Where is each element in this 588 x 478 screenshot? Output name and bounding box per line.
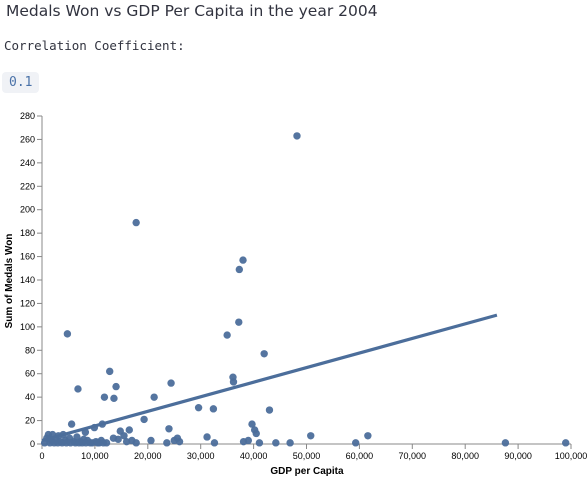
data-point — [175, 437, 184, 446]
x-axis-title: GDP per Capita — [270, 466, 344, 477]
data-point — [244, 436, 253, 445]
data-point — [163, 439, 171, 447]
y-tick-label: 260 — [20, 134, 35, 144]
data-point — [501, 439, 510, 447]
data-point — [86, 439, 94, 447]
x-tick-label: 20,000 — [134, 451, 162, 461]
data-point — [106, 367, 114, 376]
correlation-value: 0.1 — [2, 72, 40, 93]
data-point — [150, 393, 158, 401]
data-point — [93, 439, 102, 447]
x-tick-label: 0 — [39, 451, 44, 461]
data-point — [99, 439, 108, 447]
y-tick-label: 20 — [25, 416, 35, 426]
y-tick-label: 160 — [20, 252, 35, 262]
data-point — [260, 350, 268, 358]
data-point — [293, 132, 301, 140]
y-tick-label: 100 — [20, 322, 35, 332]
y-tick-label: 220 — [20, 181, 35, 191]
trend-line-group — [41, 313, 498, 443]
x-tick-label: 60,000 — [346, 451, 374, 461]
data-point — [63, 330, 72, 338]
data-point — [210, 439, 219, 447]
x-tick-label: 40,000 — [240, 451, 268, 461]
x-tick-label: 100,000 — [555, 451, 588, 461]
x-tick-label: 10,000 — [81, 451, 109, 461]
x-tick-label: 30,000 — [187, 451, 215, 461]
data-point — [265, 406, 274, 414]
data-point — [248, 420, 256, 428]
y-tick-label: 200 — [20, 205, 35, 215]
data-point — [100, 393, 109, 401]
y-axis-title: Sum of Medals Won — [4, 234, 15, 329]
y-tick-label: 280 — [20, 111, 35, 121]
y-tick-label: 80 — [25, 345, 35, 355]
trend-line — [41, 313, 498, 443]
data-point — [252, 429, 260, 438]
y-tick-label: 60 — [25, 369, 35, 379]
y-tick-label: 140 — [20, 275, 35, 285]
data-point — [562, 439, 570, 447]
data-point — [351, 439, 360, 447]
y-tick-label: 240 — [20, 158, 35, 168]
data-point — [229, 378, 238, 386]
data-point — [67, 420, 76, 428]
data-point — [165, 425, 173, 433]
data-point — [132, 439, 140, 447]
data-point — [112, 382, 120, 391]
data-point — [114, 435, 122, 444]
data-point — [209, 405, 218, 413]
data-point — [223, 331, 231, 339]
data-point — [272, 439, 280, 447]
data-point — [239, 256, 247, 264]
x-tick-label: 70,000 — [399, 451, 427, 461]
data-point — [235, 318, 243, 326]
data-point — [307, 432, 315, 440]
correlation-label: Correlation Coefficient: — [4, 38, 185, 53]
x-tick-label: 80,000 — [451, 451, 479, 461]
y-tick-label: 40 — [25, 392, 35, 402]
data-point — [286, 439, 294, 447]
page-title: Medals Won vs GDP Per Capita in the year… — [6, 2, 378, 20]
data-point — [74, 385, 82, 393]
data-point — [235, 265, 244, 274]
x-tick-label: 90,000 — [504, 451, 532, 461]
data-point — [140, 415, 148, 424]
data-point — [147, 436, 155, 445]
y-tick-label: 120 — [20, 298, 35, 308]
data-point — [167, 379, 175, 387]
x-tick-label: 50,000 — [293, 451, 321, 461]
data-point — [125, 426, 133, 434]
y-tick-label: 180 — [20, 228, 35, 238]
y-tick-label: 0 — [30, 439, 35, 449]
data-point — [203, 433, 211, 441]
data-points — [40, 132, 570, 447]
data-point — [132, 218, 140, 227]
data-point — [364, 432, 372, 440]
axes: 0 20 40 60 80 100 120 140 160 180 200 220 240 260 280 0… — [20, 111, 587, 461]
data-point — [255, 439, 264, 447]
data-point — [120, 432, 128, 440]
data-point — [110, 394, 118, 403]
data-point — [194, 403, 203, 412]
